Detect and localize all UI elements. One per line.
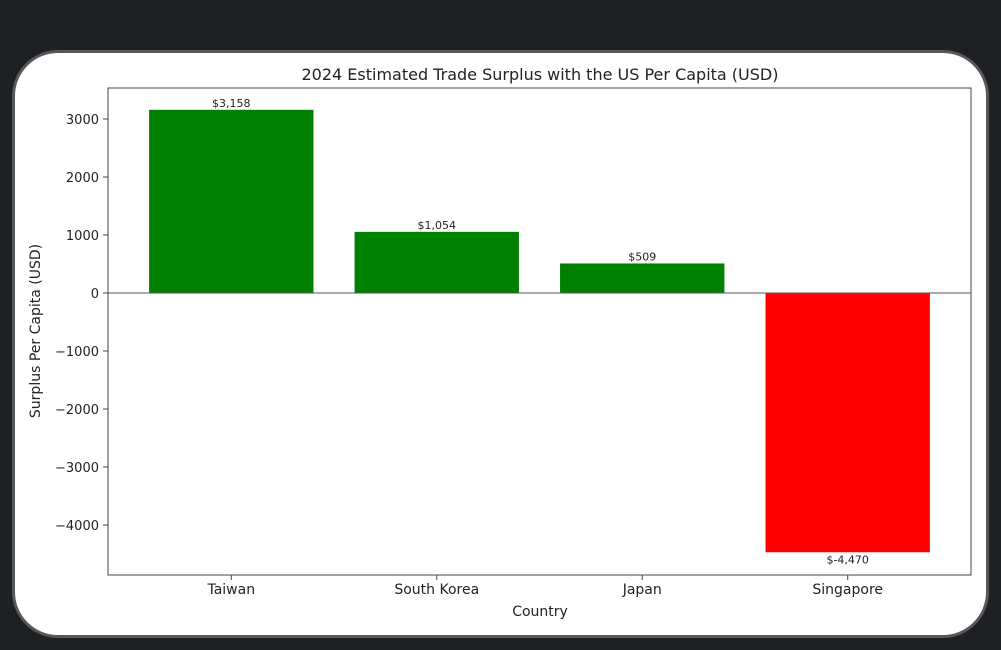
x-axis-label: Country	[512, 604, 568, 620]
y-tick-label: −2000	[55, 403, 99, 418]
bar-taiwan	[149, 109, 314, 293]
data-label: $1,054	[418, 219, 457, 232]
data-label: $509	[628, 250, 656, 263]
x-tick-label: Japan	[622, 582, 662, 598]
bar-south-korea	[354, 231, 519, 293]
x-tick-label: Singapore	[812, 582, 883, 598]
y-tick-label: −3000	[55, 461, 99, 476]
bar-japan	[560, 263, 725, 293]
y-tick-label: 0	[91, 287, 99, 302]
y-tick-label: 3000	[66, 113, 99, 128]
chart-title: 2024 Estimated Trade Surplus with the US…	[302, 65, 779, 84]
y-axis-label: Surplus Per Capita (USD)	[28, 244, 44, 418]
y-tick-label: 2000	[66, 171, 99, 186]
y-tick-label: 1000	[66, 229, 99, 244]
x-tick-label: South Korea	[394, 582, 479, 598]
data-label: $3,158	[212, 97, 251, 110]
plot-frame	[107, 87, 972, 576]
bar-singapore	[765, 292, 930, 553]
x-tick-label: Taiwan	[206, 582, 255, 598]
y-tick-label: −4000	[55, 519, 99, 534]
data-label: $-4,470	[826, 553, 868, 566]
y-tick-label: −1000	[55, 345, 99, 360]
